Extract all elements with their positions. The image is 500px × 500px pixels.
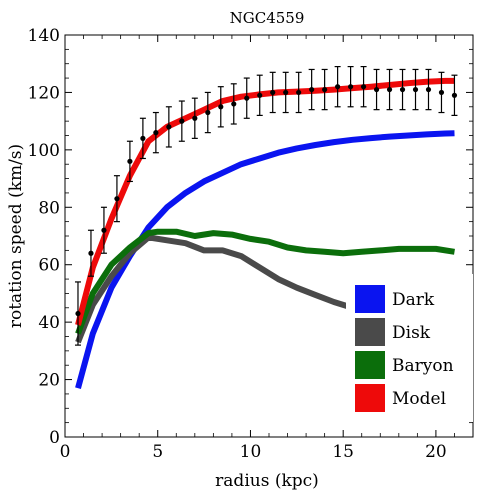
- data-point: [412, 86, 419, 93]
- series-line-baryon: [75, 228, 455, 335]
- data-point: [257, 92, 263, 98]
- x-tick-label: 10: [240, 442, 262, 462]
- chart-title: NGC4559: [230, 9, 305, 27]
- data-point: [205, 109, 211, 116]
- data-point: [244, 95, 250, 101]
- y-axis-label: rotation speed (km/s): [6, 144, 26, 328]
- data-point: [283, 89, 289, 96]
- data-point: [88, 250, 94, 256]
- y-tick-label: 40: [38, 313, 60, 333]
- legend-swatch-baryon: [355, 351, 385, 379]
- observed-data-layer: [74, 65, 458, 346]
- data-point: [438, 89, 445, 96]
- legend-label-disk: Disk: [392, 323, 431, 343]
- data-point: [140, 135, 146, 141]
- data-point: [425, 86, 432, 93]
- legend-swatch-dark: [355, 285, 385, 313]
- data-point: [270, 89, 276, 96]
- series-line-model: [75, 77, 455, 326]
- data-point: [114, 196, 120, 202]
- legend-swatch-disk: [355, 318, 385, 346]
- data-point: [101, 227, 107, 233]
- axis-layer: 0 5 10 15 20 0 20 40 60 80 100 120 140: [28, 26, 473, 462]
- x-tick-label: 15: [332, 442, 354, 462]
- legend-label-model: Model: [392, 389, 446, 409]
- legend-label-dark: Dark: [392, 290, 435, 310]
- data-point: [386, 86, 393, 93]
- data-point: [335, 84, 341, 90]
- y-tick-label: 100: [28, 141, 60, 161]
- y-tick-label: 20: [38, 371, 60, 391]
- x-tick-label: 0: [60, 442, 71, 462]
- legend: Dark Disk Baryon Model: [346, 274, 473, 422]
- data-point: [348, 84, 354, 90]
- data-point: [399, 86, 406, 93]
- x-axis-label: radius (kpc): [215, 471, 319, 491]
- data-point: [373, 86, 380, 93]
- data-point: [231, 101, 237, 107]
- data-point: [322, 86, 328, 93]
- legend-label-baryon: Baryon: [392, 356, 454, 376]
- data-point: [360, 84, 367, 90]
- y-tick-label: 120: [28, 83, 60, 103]
- x-tick-label: 5: [152, 442, 163, 462]
- data-point: [309, 86, 315, 93]
- data-point: [75, 310, 81, 317]
- data-point: [153, 130, 159, 136]
- legend-swatch-model: [355, 384, 385, 412]
- y-tick-label: 60: [38, 256, 60, 276]
- x-tick-label: 20: [425, 442, 447, 462]
- data-point: [296, 89, 302, 96]
- y-tick-label: 80: [38, 198, 60, 218]
- data-point: [166, 124, 172, 130]
- y-tick-label: 140: [28, 26, 60, 46]
- data-point: [179, 118, 185, 124]
- data-point: [218, 104, 224, 110]
- y-tick-label: 0: [49, 428, 60, 448]
- data-point: [127, 158, 133, 164]
- data-point: [192, 115, 198, 121]
- data-point: [451, 92, 458, 98]
